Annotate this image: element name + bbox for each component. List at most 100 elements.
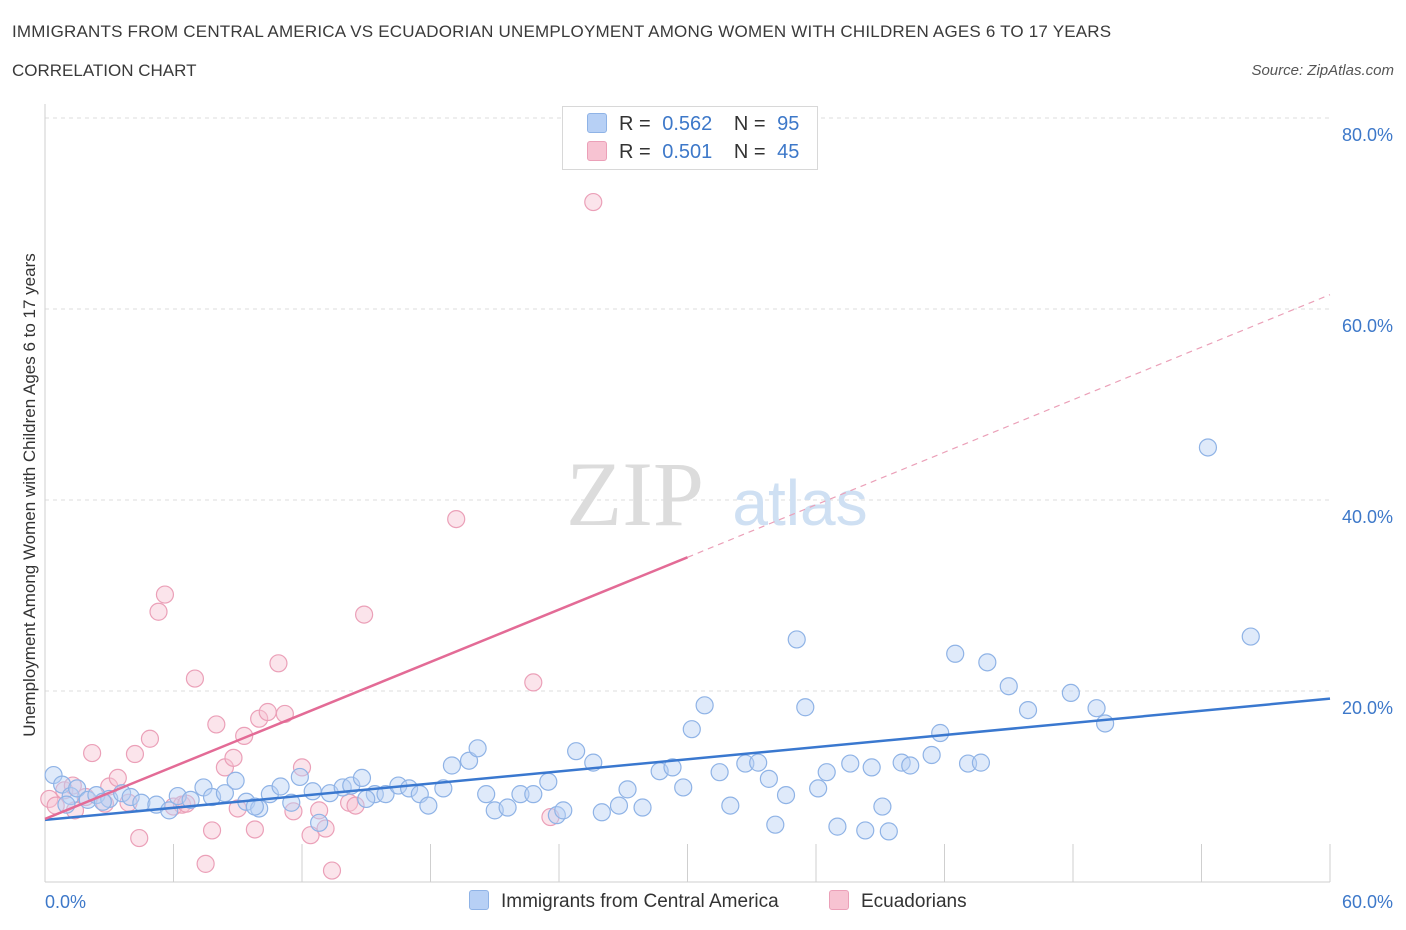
central-america-trend-line xyxy=(44,697,1331,822)
n-label: N = xyxy=(733,113,766,135)
y-tick-label: 80.0% xyxy=(1342,125,1393,145)
chart-subtitle: CORRELATION CHART xyxy=(12,61,197,80)
n-value: 45 xyxy=(777,141,800,163)
n-label: N = xyxy=(733,141,766,163)
central-america-point xyxy=(978,653,997,672)
ecuadorians-point xyxy=(207,715,226,734)
ecuadorians-point xyxy=(125,744,145,764)
ecuadorians-trend-line xyxy=(44,556,688,821)
stats-swatch-blue xyxy=(587,113,607,133)
central-america-point xyxy=(787,630,806,649)
central-america-point xyxy=(841,754,860,773)
central-america-point xyxy=(633,798,652,817)
x-tick-label: 60.0% xyxy=(1342,892,1393,912)
central-america-point xyxy=(592,803,611,822)
central-america-point xyxy=(434,779,453,798)
ecuadorians-point xyxy=(185,669,205,688)
legend-item-central-america: Immigrants from Central America xyxy=(469,890,779,913)
ecuadorians-point xyxy=(584,192,603,212)
central-america-point xyxy=(695,696,714,715)
ecuadorians-trend-extension xyxy=(687,294,1331,558)
central-america-point xyxy=(759,769,778,788)
stats-legend: R = 0.562 N = 95 R = 0.501 N = 45 xyxy=(562,106,818,170)
legend-swatch-pink xyxy=(829,890,849,910)
central-america-point xyxy=(674,778,693,797)
stats-row-pink: R = 0.501 N = 45 xyxy=(587,141,799,165)
r-label: R = xyxy=(619,141,651,163)
ecuadorians-point xyxy=(346,796,365,815)
central-america-point xyxy=(766,815,785,834)
central-america-point xyxy=(352,768,372,788)
ecuadorians-point xyxy=(149,602,168,621)
central-america-point xyxy=(468,739,487,758)
ecuadorians-point xyxy=(524,673,543,692)
x-tick-label: 0.0% xyxy=(45,892,86,912)
central-america-point xyxy=(290,767,309,787)
ecuadorians-point xyxy=(140,729,160,748)
central-america-point xyxy=(809,779,828,798)
central-america-point xyxy=(1018,700,1038,720)
central-america-point xyxy=(282,793,301,812)
central-america-point xyxy=(922,745,941,765)
y-tick-label: 60.0% xyxy=(1342,316,1393,336)
central-america-point xyxy=(459,751,479,770)
central-america-point xyxy=(796,698,815,717)
stats-row-blue: R = 0.562 N = 95 xyxy=(587,113,799,137)
central-america-point xyxy=(539,772,558,791)
ecuadorians-point xyxy=(258,702,277,722)
central-america-point xyxy=(376,785,395,804)
r-value: 0.501 xyxy=(662,141,713,163)
legend-label: Immigrants from Central America xyxy=(501,891,779,912)
central-america-point xyxy=(946,644,965,663)
central-america-point xyxy=(710,763,729,782)
central-america-point xyxy=(511,785,530,804)
central-america-point xyxy=(68,779,87,798)
central-america-point xyxy=(61,786,80,806)
central-america-point xyxy=(609,796,629,815)
central-america-point xyxy=(862,758,881,777)
central-america-point xyxy=(160,801,179,820)
central-america-point xyxy=(999,677,1018,696)
ecuadorians-point xyxy=(155,585,175,604)
watermark-atlas: atlas xyxy=(732,467,867,539)
y-tick-label: 40.0% xyxy=(1342,507,1393,527)
r-value: 0.562 xyxy=(662,113,713,135)
central-america-point xyxy=(245,797,264,816)
source-label: Source: ZipAtlas.com xyxy=(1251,62,1394,79)
central-america-point xyxy=(1087,699,1106,718)
central-america-point xyxy=(776,785,796,805)
legend-item-ecuadorians: Ecuadorians xyxy=(829,890,967,913)
central-america-point xyxy=(121,787,140,807)
central-america-point xyxy=(419,796,438,815)
legend-label: Ecuadorians xyxy=(861,891,967,912)
ecuadorians-point xyxy=(108,768,127,788)
central-america-point xyxy=(181,790,200,809)
legend-swatch-blue xyxy=(469,890,489,910)
central-america-point xyxy=(879,822,898,841)
ecuadorians-point xyxy=(40,789,59,809)
ecuadorians-point xyxy=(196,854,215,873)
central-america-point xyxy=(1198,438,1218,457)
central-america-point xyxy=(971,753,991,772)
ecuadorians-point xyxy=(202,821,222,840)
watermark-zip: ZIP xyxy=(566,443,704,545)
y-tick-label: 20.0% xyxy=(1342,698,1393,718)
central-america-point xyxy=(303,782,322,801)
central-america-point xyxy=(1241,627,1260,646)
tick-labels: 20.0% 40.0% 60.0% 80.0% 0.0% 60.0% xyxy=(45,125,1393,912)
central-america-point xyxy=(958,754,978,773)
ecuadorians-point xyxy=(310,801,329,820)
central-america-point xyxy=(931,723,950,743)
n-value: 95 xyxy=(777,113,800,135)
ecuadorians-point xyxy=(447,509,466,529)
central-america-point xyxy=(567,742,586,761)
central-america-point xyxy=(498,798,517,817)
ecuadorians-point xyxy=(322,861,342,880)
stats-swatch-pink xyxy=(587,141,607,161)
central-america-point xyxy=(828,817,847,836)
ecuadorians-point xyxy=(269,654,288,673)
chart-title: IMMIGRANTS FROM CENTRAL AMERICA VS ECUAD… xyxy=(12,22,1112,41)
ecuadorians-point xyxy=(224,748,243,767)
watermark: ZIP atlas xyxy=(566,443,868,545)
